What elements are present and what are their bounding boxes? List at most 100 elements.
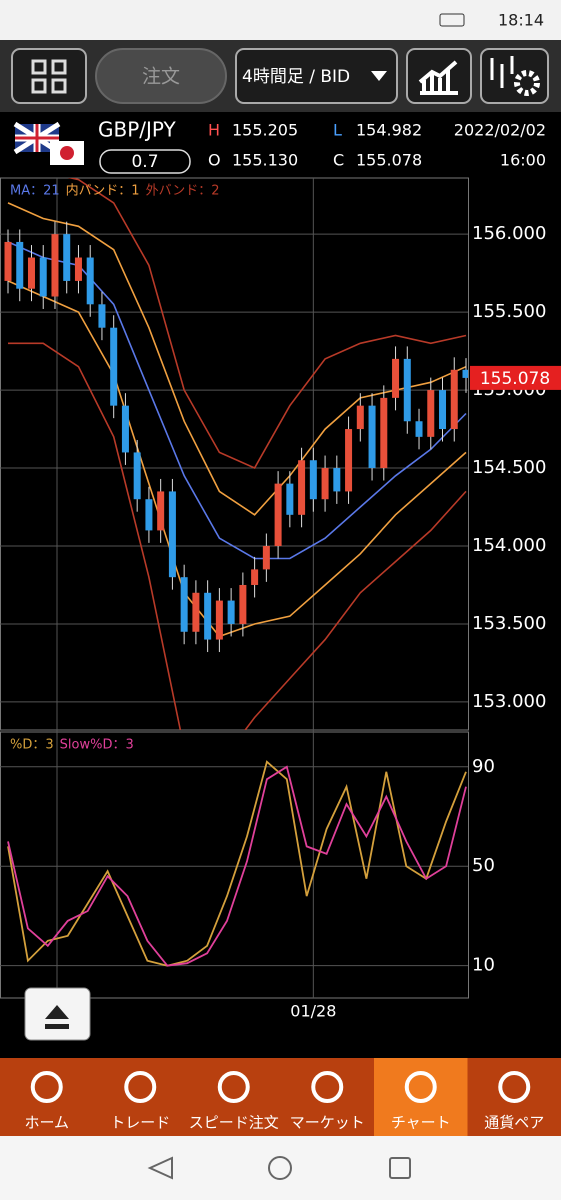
nav-label: トレード — [110, 1114, 170, 1132]
open-label: O — [208, 151, 221, 170]
high-value: 155.205 — [232, 121, 298, 140]
candle-body — [215, 600, 223, 640]
nav-label: 通貨ペア — [484, 1114, 544, 1132]
stochastic-plot — [7, 760, 467, 967]
candle-body — [98, 304, 106, 328]
candle-body — [227, 600, 235, 624]
spread: 0.7 — [131, 152, 158, 172]
status-time: 18:14 — [498, 11, 544, 30]
close-value: 155.078 — [356, 151, 422, 170]
band-upper — [7, 202, 467, 516]
band-upper — [67, 178, 467, 470]
back-button[interactable] — [147, 1156, 173, 1180]
candle-body — [27, 257, 35, 289]
candle-body — [251, 569, 259, 585]
legend-entry: 内バンド：1 — [66, 183, 140, 199]
y-tick-label: 156.000 — [472, 223, 546, 244]
status-bar — [0, 0, 561, 40]
gear-icon — [514, 70, 540, 96]
candle-body — [450, 369, 458, 430]
candle-body — [86, 257, 94, 305]
recents-button[interactable] — [389, 1157, 411, 1179]
candle-body — [51, 234, 59, 297]
stochastic-line — [7, 765, 467, 967]
candle-body — [462, 369, 468, 378]
low-label: L — [333, 121, 342, 140]
ma-line — [7, 241, 467, 560]
nav-icon — [404, 1071, 437, 1103]
x-tick-label: 01/28 — [290, 1002, 336, 1021]
high-label: H — [208, 121, 220, 140]
candle-body — [298, 460, 306, 515]
legend-entry: 外バンド：2 — [146, 184, 220, 199]
candle-body — [110, 327, 118, 406]
candle-body — [4, 241, 12, 281]
candle-body — [168, 491, 176, 578]
dropdown-arrow — [371, 71, 387, 81]
stochastic-line — [7, 760, 467, 967]
date: 2022/02/02 — [454, 121, 546, 140]
plots: 153.000153.500154.000154.500155.000155.5… — [0, 178, 561, 1021]
y-tick-label: 90 — [472, 756, 495, 777]
candle-body — [157, 491, 165, 531]
low-value: 154.982 — [356, 121, 422, 140]
time: 16:00 — [500, 151, 546, 170]
jp-flag-sun — [60, 146, 74, 160]
nav-label: ホーム — [24, 1114, 69, 1132]
menu-button[interactable] — [11, 48, 87, 104]
grid-icon — [31, 59, 67, 94]
order-button[interactable] — [95, 48, 227, 104]
nav-icon — [311, 1071, 344, 1103]
spread-box — [99, 149, 191, 174]
candle-body — [392, 358, 400, 398]
open-value: 155.130 — [232, 151, 298, 170]
indicator-icon — [490, 56, 514, 88]
system-nav — [0, 1136, 561, 1200]
y-tick-label: 153.500 — [472, 613, 546, 634]
home-button[interactable] — [268, 1156, 292, 1180]
candle-body — [439, 390, 447, 430]
candle-body — [133, 452, 141, 500]
y-tick-label: 153.000 — [472, 691, 546, 712]
nav-label: マーケット — [290, 1114, 365, 1132]
band-lower — [7, 280, 467, 638]
y-tick-label: 154.500 — [472, 457, 546, 478]
nav-icon — [124, 1071, 157, 1103]
candle-body — [180, 577, 188, 632]
nav-icon — [30, 1071, 63, 1103]
eject-icon — [45, 1005, 69, 1029]
candle-body — [121, 405, 129, 453]
current-price-tag — [470, 365, 561, 390]
candle-body — [145, 499, 153, 531]
candle-body — [415, 421, 423, 437]
candle-body — [321, 468, 329, 500]
candle-body — [309, 460, 317, 500]
candle-body — [16, 241, 24, 289]
timeframe-label: 4時間足 / BID — [242, 67, 350, 87]
main-panel — [0, 177, 469, 731]
y-tick-label: 155.500 — [472, 301, 546, 322]
candle-body — [286, 483, 294, 515]
candle-body — [345, 429, 353, 492]
candle-body — [274, 483, 282, 546]
candle-body — [403, 358, 411, 422]
y-tick-label: 50 — [472, 855, 495, 876]
candle-body — [204, 592, 212, 640]
stochastic-panel — [0, 731, 469, 999]
legend-entry: MA：21 — [10, 184, 60, 199]
price-plot — [4, 178, 468, 730]
legend-entry: Slow%D：3 — [60, 738, 134, 753]
candle-body — [356, 405, 364, 430]
order-label: 注文 — [142, 66, 180, 88]
candle-body — [39, 257, 47, 297]
nav-icon — [498, 1071, 531, 1103]
currency-pair: GBP/JPY — [98, 118, 177, 142]
nav-icon — [217, 1071, 250, 1103]
battery-icon — [439, 13, 465, 27]
uk-flag-cross — [15, 124, 59, 152]
timeframe-dropdown[interactable] — [235, 48, 398, 104]
nav-label: スピード注文 — [189, 1114, 279, 1132]
band-lower — [8, 342, 467, 730]
